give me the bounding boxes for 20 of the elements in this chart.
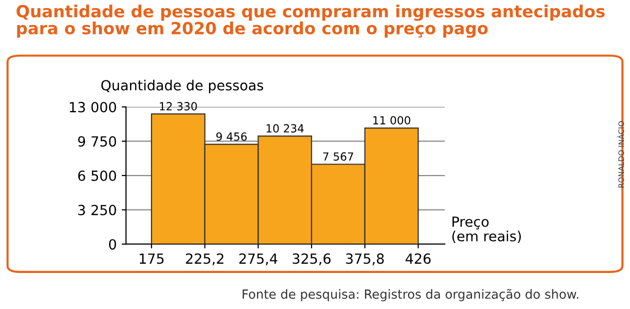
x-tick-label: 375,8	[346, 253, 384, 266]
data-label: 10 234	[266, 124, 304, 133]
x-axis-title: Preço (em reais)	[452, 216, 521, 244]
data-label: 9 456	[216, 132, 247, 141]
chart-title: Quantidade de pessoas que compraram ingressos antecipados para o show em 2020 de acordo com o preço pago	[16, 4, 605, 38]
y-tick-label: 0	[109, 239, 116, 250]
source-note: Fonte de pesquisa: Registros da organização do show.	[242, 288, 578, 302]
y-axis-title: Quantidade de pessoas	[101, 80, 264, 94]
x-tick-label: 175	[140, 254, 164, 264]
data-label: 12 330	[160, 102, 197, 110]
x-tick-label: 225,2	[186, 253, 224, 266]
x-tick-label: 275,4	[239, 253, 278, 266]
data-label: 11 000	[373, 116, 410, 124]
x-tick-label: 325,6	[292, 253, 331, 266]
y-tick-label: 9 750	[78, 136, 116, 147]
y-tick-label: 3 250	[78, 204, 116, 216]
y-tick-label: 6 500	[78, 170, 116, 181]
x-tick-label: 426	[406, 253, 431, 264]
data-label: 7 567	[323, 152, 354, 161]
y-tick-label: 13 000	[70, 102, 116, 112]
